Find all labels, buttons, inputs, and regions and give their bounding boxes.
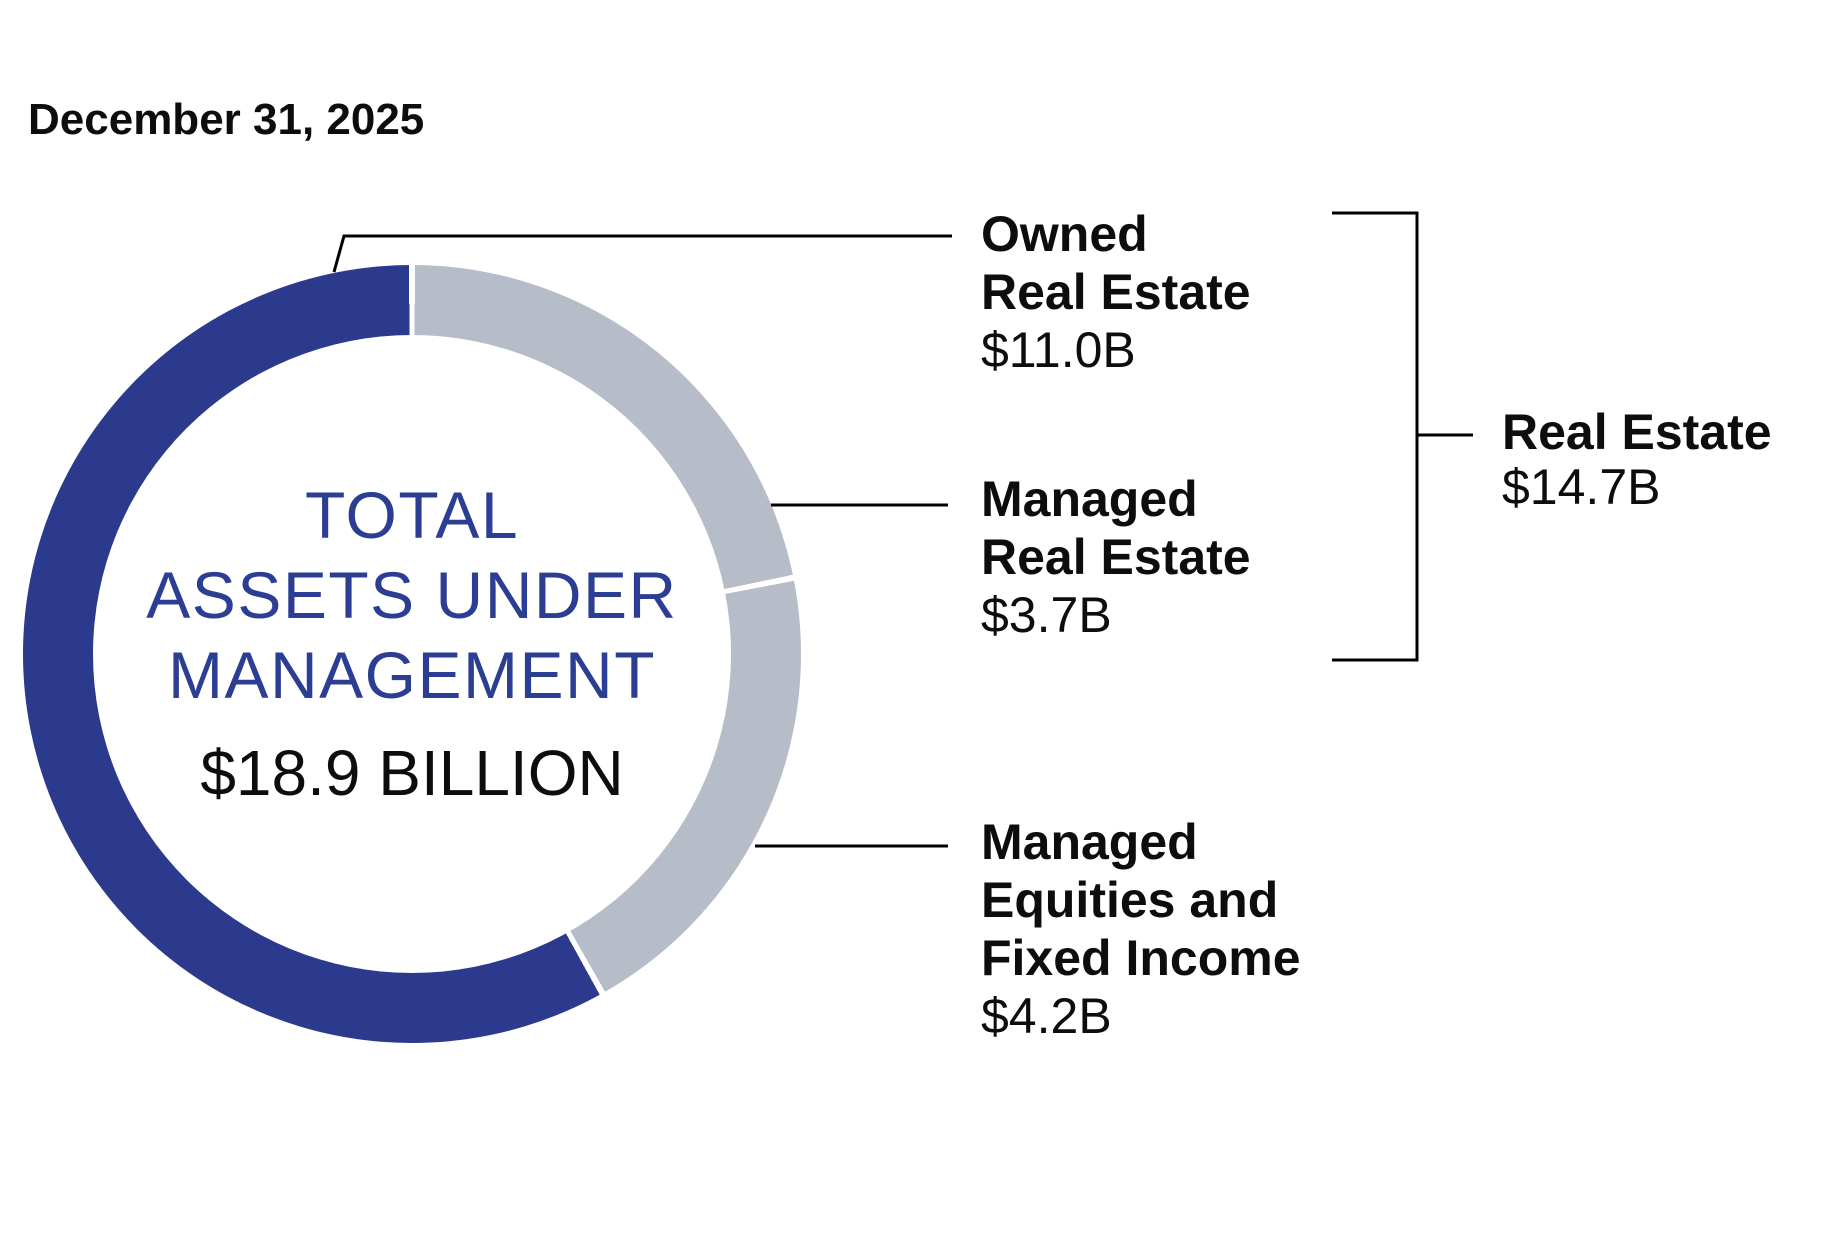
donut-center-title: TOTAL ASSETS UNDER MANAGEMENT [112,475,712,715]
callout-owned-line-1: Owned [981,206,1148,262]
callout-owned-real-estate: Owned Real Estate $11.0B [981,205,1251,379]
callout-managed-re-line-2: Real Estate [981,529,1251,585]
callout-real-estate-group: Real Estate $14.7B [1502,405,1772,515]
callout-mefi-value: $4.2B [981,988,1112,1044]
center-title-line-1: TOTAL [304,478,520,552]
callout-mefi-line-1: Managed [981,814,1198,870]
callout-owned-line-2: Real Estate [981,264,1251,320]
center-title-line-2: ASSETS UNDER [146,558,678,632]
callout-managed-re-line-1: Managed [981,471,1198,527]
callout-mefi-line-3: Fixed Income [981,930,1301,986]
callout-managed-equities-fixed-income: Managed Equities and Fixed Income $4.2B [981,813,1301,1045]
center-title-line-3: MANAGEMENT [167,638,657,712]
callout-managed-real-estate: Managed Real Estate $3.7B [981,470,1251,644]
callout-mefi-line-2: Equities and [981,872,1279,928]
as-of-date-label: December 31, 2025 [28,95,425,144]
real-estate-group-label: Real Estate [1502,404,1772,460]
callout-owned-value: $11.0B [981,322,1136,378]
donut-hole [93,335,731,973]
donut-center-total: $18.9 BILLION [200,737,624,809]
real-estate-group-value: $14.7B [1502,459,1661,515]
real-estate-group-bracket [1332,211,1419,662]
callout-managed-re-value: $3.7B [981,587,1112,643]
